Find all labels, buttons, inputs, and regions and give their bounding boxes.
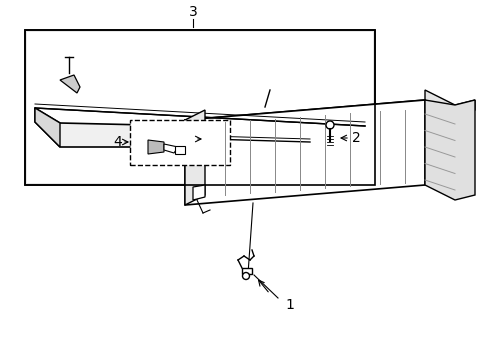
Polygon shape — [193, 185, 204, 200]
Polygon shape — [35, 108, 364, 147]
Polygon shape — [424, 90, 474, 115]
Polygon shape — [35, 108, 60, 147]
Polygon shape — [27, 32, 372, 183]
Circle shape — [242, 273, 249, 279]
Polygon shape — [148, 140, 163, 154]
Text: 3: 3 — [188, 5, 197, 19]
Text: 4: 4 — [113, 135, 122, 149]
Polygon shape — [60, 75, 80, 93]
Polygon shape — [184, 100, 454, 130]
Polygon shape — [175, 146, 184, 154]
Polygon shape — [184, 110, 204, 205]
Polygon shape — [424, 100, 474, 200]
Polygon shape — [242, 268, 251, 274]
Polygon shape — [25, 30, 374, 185]
Text: 1: 1 — [285, 298, 294, 312]
Bar — [130, 120, 229, 165]
Polygon shape — [184, 100, 424, 205]
Text: 2: 2 — [351, 131, 360, 145]
Polygon shape — [163, 144, 178, 153]
Circle shape — [325, 121, 333, 129]
